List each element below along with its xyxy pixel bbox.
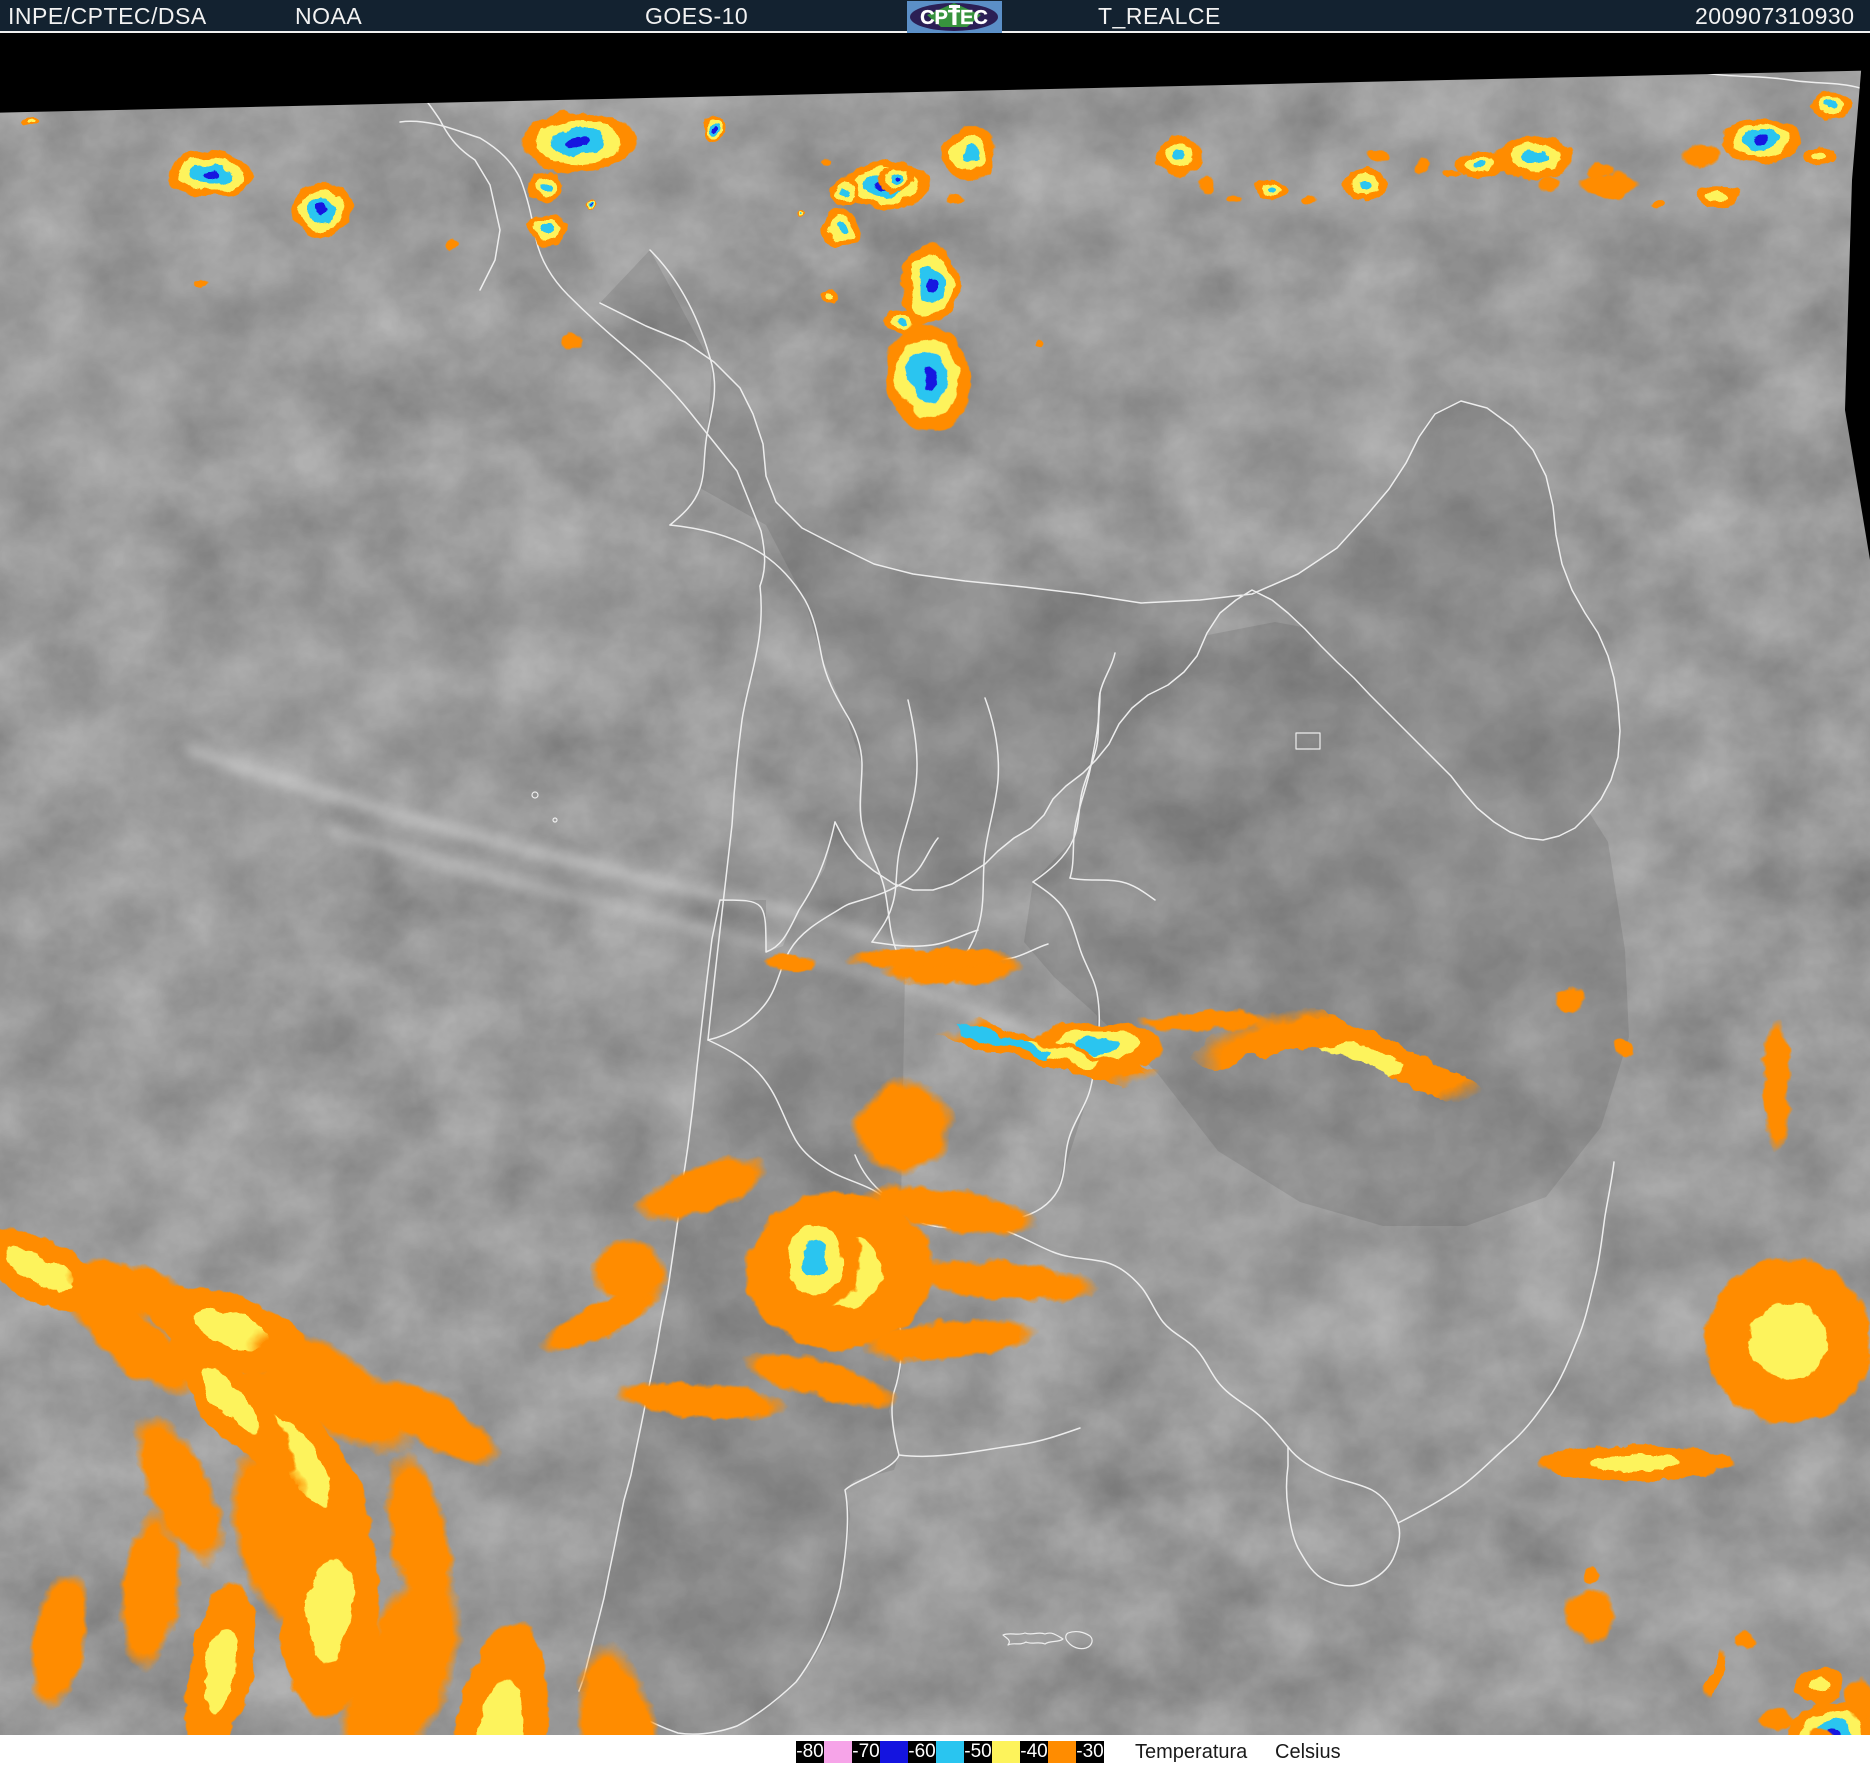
svg-text:-50: -50 [964, 1741, 991, 1762]
svg-text:-40: -40 [1020, 1741, 1047, 1762]
svg-text:-60: -60 [908, 1741, 935, 1762]
svg-text:Celsius: Celsius [1275, 1741, 1341, 1763]
svg-text:Temperatura: Temperatura [1135, 1741, 1248, 1763]
svg-text:-70: -70 [852, 1741, 879, 1762]
svg-text:-30: -30 [1076, 1741, 1103, 1762]
svg-text:-80: -80 [796, 1741, 823, 1762]
